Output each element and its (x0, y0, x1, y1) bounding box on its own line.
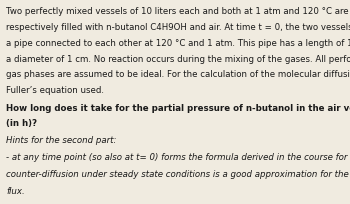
Text: respectively filled with n-butanol C4H9OH and air. At time t = 0, the two vessel: respectively filled with n-butanol C4H9O… (6, 23, 350, 32)
Text: Hints for the second part:: Hints for the second part: (6, 136, 117, 145)
Text: How long does it take for the partial pressure of n-butanol in the air vessel to: How long does it take for the partial pr… (6, 103, 350, 112)
Text: Two perfectly mixed vessels of 10 liters each and both at 1 atm and 120 °C are: Two perfectly mixed vessels of 10 liters… (6, 7, 349, 16)
Text: - at any time point (so also at t= 0) forms the formula derived in the course fo: - at any time point (so also at t= 0) fo… (6, 152, 350, 161)
Text: - at any time holds that c(butanol, vessel 1) = 31 mol/m3: - at any time holds that c(butanol, vess… (6, 203, 255, 204)
Text: counter-diffusion under steady state conditions is a good approximation for the : counter-diffusion under steady state con… (6, 169, 350, 178)
Text: gas phases are assumed to be ideal. For the calculation of the molecular diffusi: gas phases are assumed to be ideal. For … (6, 70, 350, 79)
Text: a pipe connected to each other at 120 °C and 1 atm. This pipe has a length of 10: a pipe connected to each other at 120 °C… (6, 39, 350, 48)
Text: a diameter of 1 cm. No reaction occurs during the mixing of the gases. All perfo: a diameter of 1 cm. No reaction occurs d… (6, 54, 350, 63)
Text: Fuller’s equation used.: Fuller’s equation used. (6, 86, 104, 95)
Text: flux.: flux. (6, 186, 25, 195)
Text: (in h)?: (in h)? (6, 119, 37, 128)
